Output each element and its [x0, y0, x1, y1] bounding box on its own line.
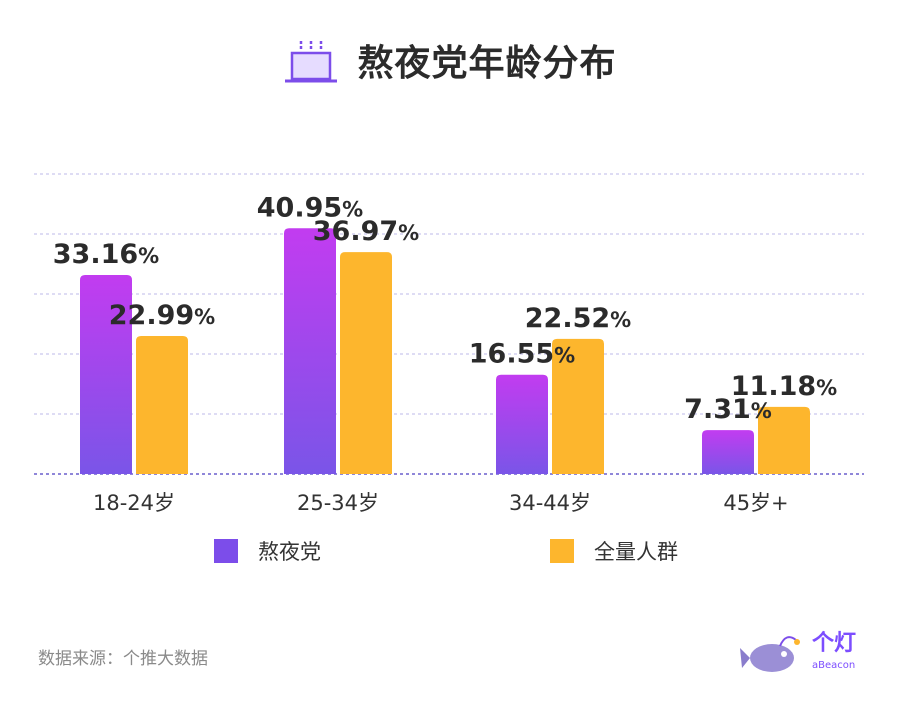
- bar-series1-18-24岁: [80, 275, 132, 474]
- bar-series2-25-34岁: [340, 252, 392, 474]
- legend-label-series1: 熬夜党: [258, 540, 321, 564]
- data-label: 16.55%: [469, 339, 575, 370]
- x-tick-label: 45岁+: [723, 491, 788, 515]
- legend-item-series1: 熬夜党: [214, 536, 321, 566]
- anglerfish-icon: [750, 644, 794, 672]
- cake-icon: [285, 41, 338, 83]
- data-label: 36.97%: [313, 216, 419, 247]
- data-label: 7.31%: [684, 394, 772, 425]
- value-labels: 33.16% 22.99% 40.95%36.97% 16.55% 22.52% 7.31…: [53, 192, 837, 425]
- logo-name-cn: 个灯: [812, 631, 856, 656]
- logo-name-en: aBeacon: [812, 660, 855, 671]
- bar-series2-34-44岁: [552, 338, 604, 474]
- bar-series1-25-34岁: [284, 228, 336, 474]
- data-source: 数据来源：个推大数据: [38, 649, 208, 669]
- abeacon-logo: 个灯 aBeacon: [740, 631, 856, 672]
- legend-item-series2: 全量人群: [550, 536, 678, 566]
- bar-series2-45岁+: [758, 406, 810, 474]
- data-label: 11.18%: [731, 371, 837, 402]
- x-tick-label: 25-34岁: [297, 491, 379, 515]
- legend: 熬夜党 全量人群: [0, 536, 900, 566]
- x-tick-label: 34-44岁: [509, 491, 591, 515]
- legend-swatch-series2: [550, 539, 574, 563]
- data-label: 40.95%: [257, 192, 363, 223]
- legend-label-series2: 全量人群: [594, 540, 678, 564]
- chart-title: 熬夜党年龄分布: [357, 43, 617, 84]
- bar-series1-34-44岁: [496, 374, 548, 474]
- bar-series2-18-24岁: [136, 336, 188, 474]
- bars: [80, 228, 810, 474]
- legend-swatch-series1: [214, 539, 238, 563]
- title-bar: 熬夜党年龄分布: [0, 34, 900, 86]
- data-label: 22.99%: [109, 300, 215, 331]
- x-tick-label: 18-24岁: [93, 491, 175, 515]
- x-tick-labels: 18-24岁 25-34岁 34-44岁 45岁+: [93, 491, 789, 515]
- data-label: 22.52%: [525, 303, 631, 334]
- bar-chart: 33.16% 22.99% 40.95%36.97% 16.55% 22.52% 7.31…: [34, 173, 864, 515]
- bar-series1-45岁+: [702, 430, 754, 474]
- data-label: 33.16%: [53, 239, 159, 270]
